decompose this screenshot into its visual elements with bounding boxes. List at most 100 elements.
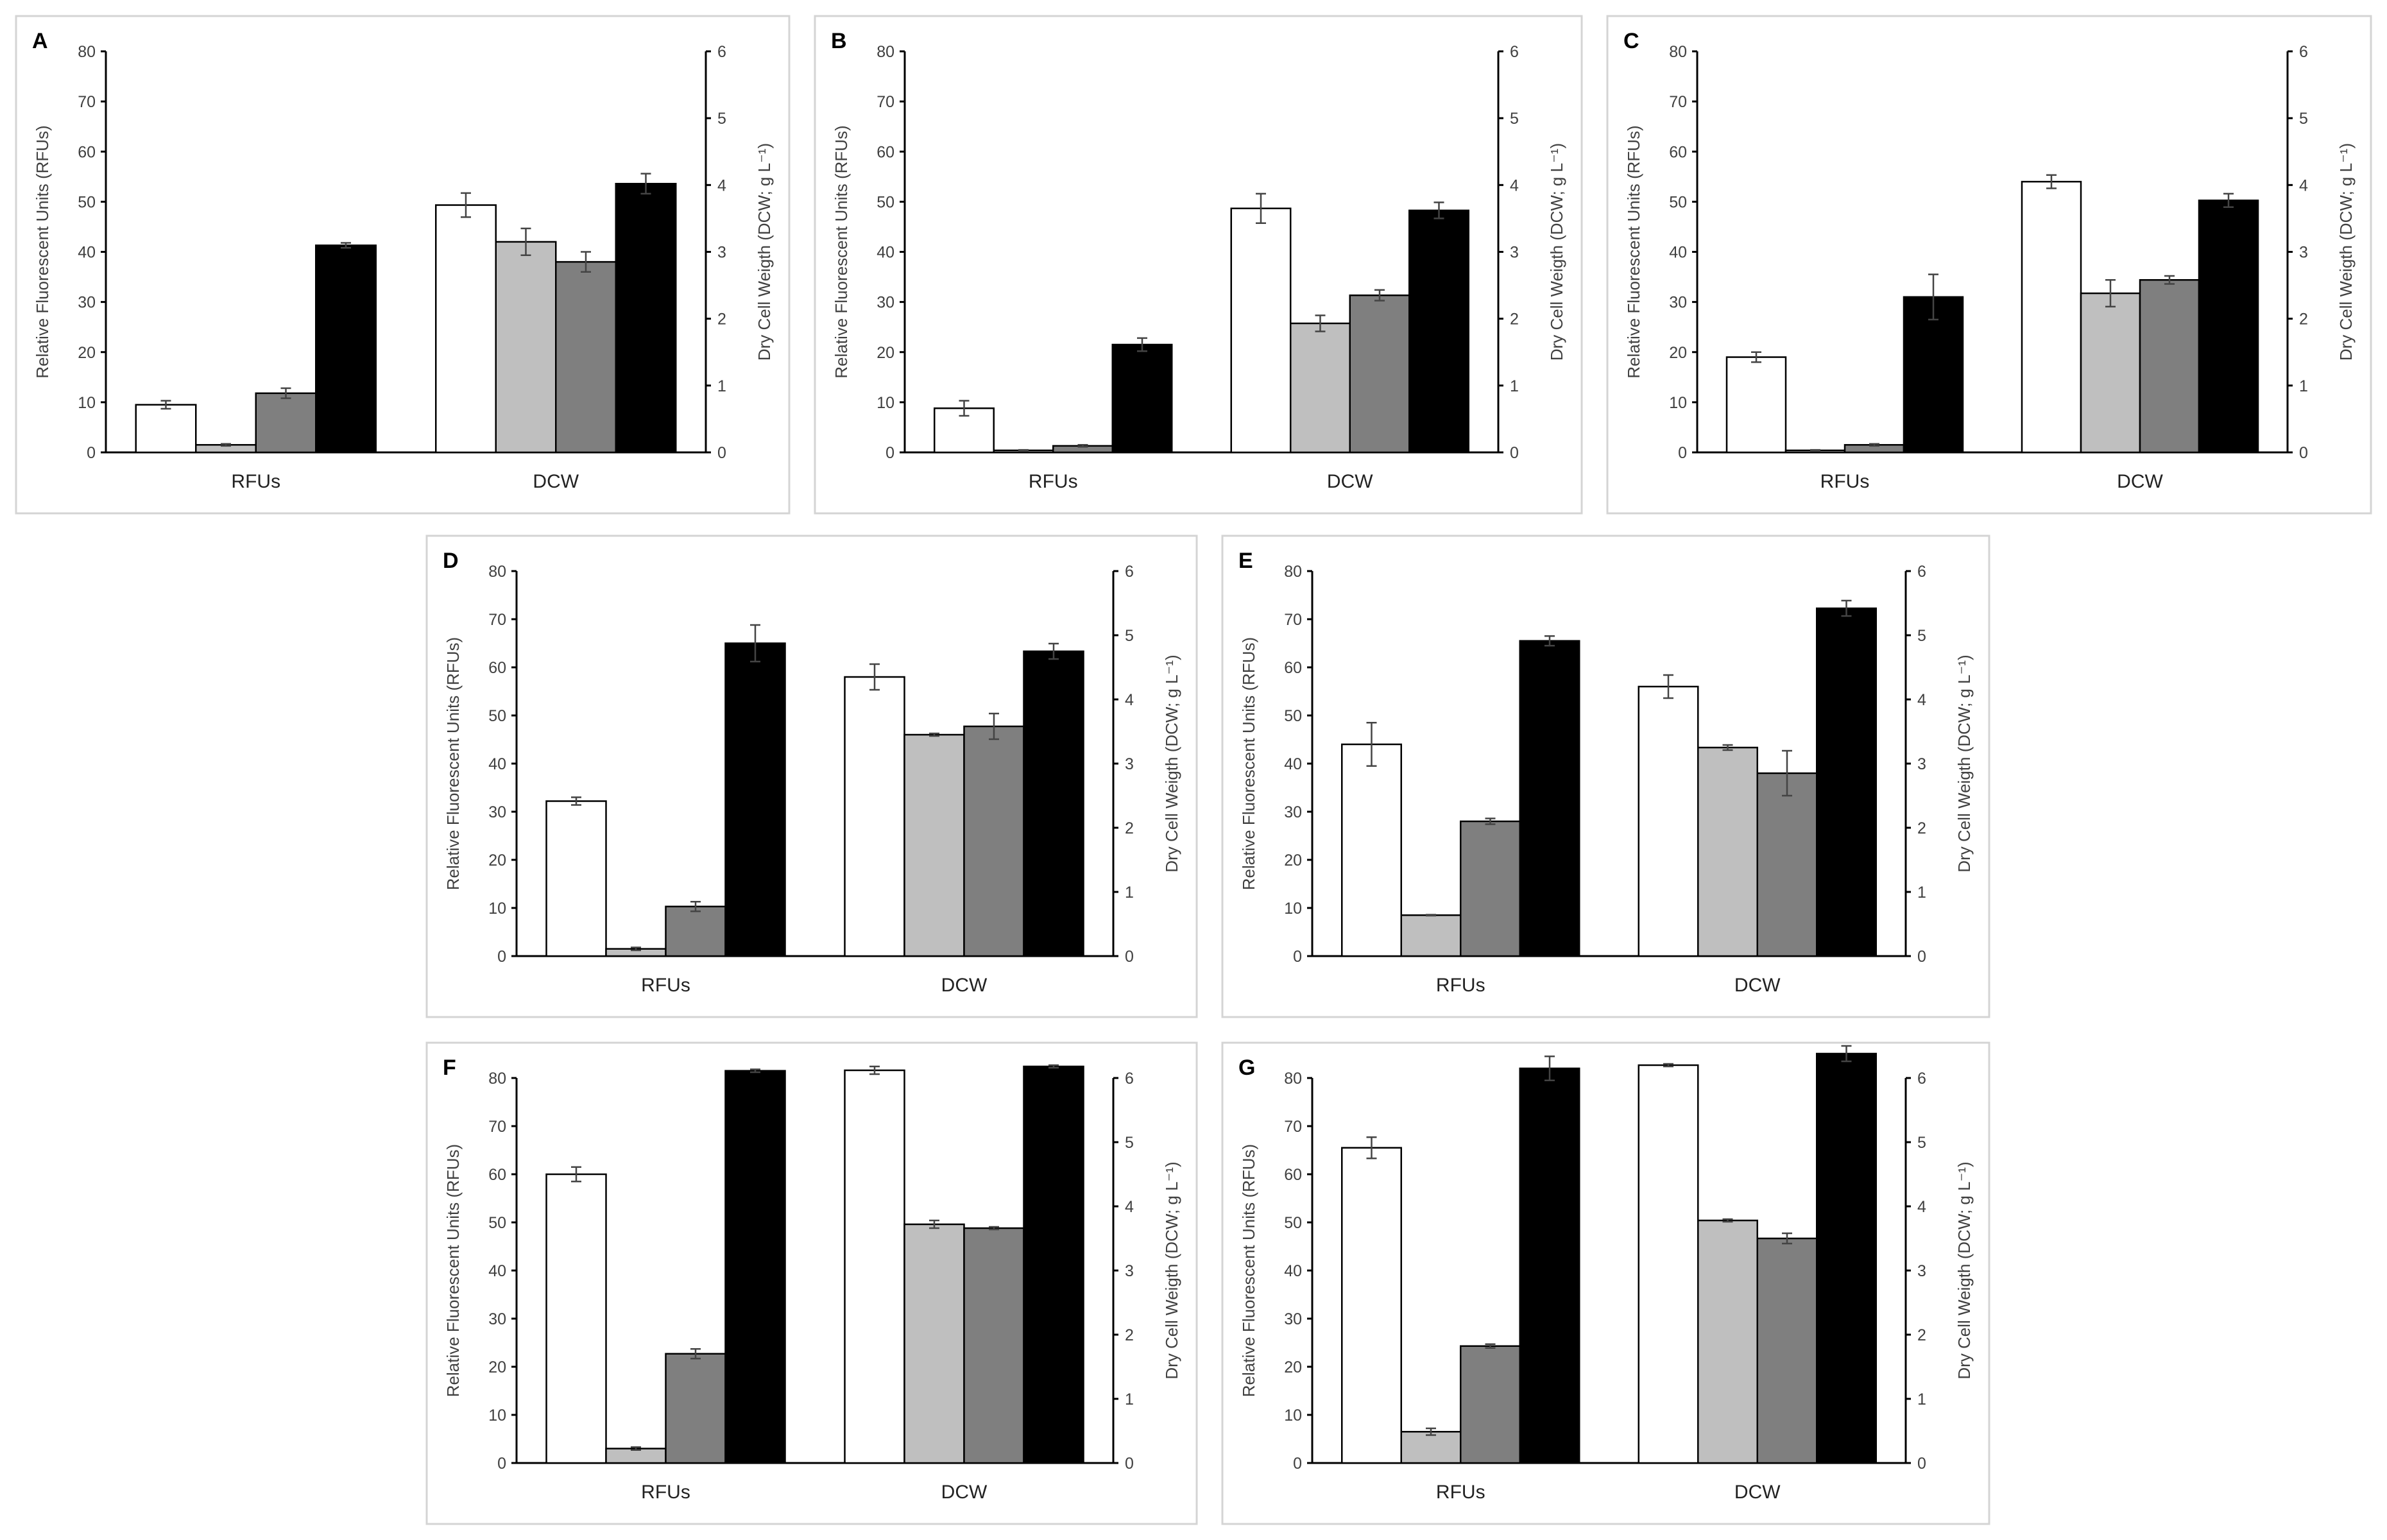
panel-a-bar-dcw-series-4 — [615, 183, 677, 454]
panel-a-category-label: DCW — [533, 471, 579, 492]
panel-a-left-tick-label: 70 — [78, 93, 96, 111]
panel-d-error-bar-rfu-series-3 — [690, 901, 701, 912]
panel-g-left-tick-label: 50 — [1284, 1214, 1302, 1232]
panel-c-right-tick-label: 5 — [2299, 110, 2308, 128]
panel-d-left-tick-label: 80 — [488, 563, 506, 581]
panel-c-left-tick-label: 0 — [1678, 444, 1687, 462]
panel-c-error-bar-rfu-series-3 — [1869, 443, 1879, 447]
panel-e-bar-rfu-series-4 — [1519, 640, 1580, 957]
panel-g-right-tick-label: 1 — [1917, 1390, 1926, 1408]
panel-f-bar-rfu-series-1 — [545, 1173, 607, 1464]
panel-f-error-bar-rfu-series-1 — [571, 1166, 581, 1183]
panel-a-bar-dcw-series-3 — [555, 261, 617, 454]
panel-c-error-bar-dcw-series-4 — [2223, 193, 2234, 208]
panel-g-error-bar-rfu-series-3 — [1485, 1343, 1496, 1349]
panel-f-right-tick-label: 3 — [1125, 1262, 1134, 1280]
panel-b-bar-dcw-series-3 — [1349, 294, 1410, 454]
panel-c-bar-rfu-series-1 — [1725, 356, 1787, 454]
panel-f-left-tick-label: 10 — [488, 1407, 506, 1425]
panel-e-error-bar-dcw-series-2 — [1722, 744, 1733, 751]
panel-c-error-bar-dcw-series-3 — [2164, 275, 2175, 285]
panel-e-left-tick-label: 40 — [1284, 755, 1302, 773]
panel-f: F 0 10 20 30 40 50 60 70 80 0 1 2 3 4 5 6 Relative Fluore… — [425, 1041, 1198, 1525]
panel-b-left-tick-label: 50 — [877, 193, 894, 211]
panel-b-error-bar-rfu-series-2 — [1018, 449, 1029, 452]
panel-e-error-bar-dcw-series-3 — [1782, 749, 1792, 797]
panel-e-right-tick-label: 5 — [1917, 627, 1926, 645]
panel-c-left-tick-label: 30 — [1669, 294, 1687, 312]
panel-f-left-tick-label: 80 — [488, 1070, 506, 1088]
panel-b-bar-dcw-series-2 — [1290, 322, 1351, 454]
panel-d-left-tick-label: 50 — [488, 707, 506, 725]
panel-f-bar-dcw-series-3 — [963, 1227, 1025, 1464]
panel-a-category-label: RFUs — [231, 471, 280, 492]
panel-d-error-bar-rfu-series-4 — [750, 624, 760, 663]
panel-d-left-tick-label: 20 — [488, 851, 506, 869]
panel-d-letter: D — [443, 549, 459, 573]
panel-a-bar-rfu-series-3 — [255, 392, 317, 454]
panel-c-error-bar-rfu-series-2 — [1810, 449, 1820, 452]
panel-f-left-tick-label: 60 — [488, 1166, 506, 1184]
panel-g-right-axis-title: Dry Cell Weigth (DCW; g L⁻¹) — [1955, 1161, 1974, 1379]
panel-b-error-bar-rfu-series-3 — [1077, 444, 1088, 448]
panel-c-left-tick-label: 10 — [1669, 394, 1687, 412]
panel-e-error-bar-rfu-series-4 — [1544, 635, 1555, 647]
panel-g-bar-rfu-series-1 — [1341, 1147, 1402, 1464]
panel-g-error-bar-rfu-series-1 — [1366, 1136, 1377, 1159]
panel-e: E 0 10 20 30 40 50 60 70 80 0 1 2 3 4 5 6 Relative Fluore… — [1221, 535, 1990, 1018]
panel-b-left-tick-label: 70 — [877, 93, 894, 111]
panel-g-bar-dcw-series-4 — [1816, 1052, 1877, 1464]
panel-e-left-tick-label: 80 — [1284, 563, 1302, 581]
panel-d-left-tick-label: 60 — [488, 659, 506, 677]
panel-b-left-tick-label: 80 — [877, 43, 894, 61]
panel-g-left-tick-label: 30 — [1284, 1310, 1302, 1328]
panel-g-bar-rfu-series-3 — [1460, 1345, 1521, 1464]
panel-f-letter: F — [443, 1056, 456, 1080]
panel-e-category-label: DCW — [1734, 975, 1781, 996]
panel-e-error-bar-rfu-series-2 — [1426, 914, 1436, 917]
panel-a-error-bar-rfu-series-3 — [280, 387, 291, 399]
panel-g-error-bar-dcw-series-3 — [1782, 1232, 1792, 1245]
panel-f-bar-rfu-series-3 — [665, 1353, 726, 1464]
panel-g-left-tick-label: 40 — [1284, 1262, 1302, 1280]
panel-d-error-bar-dcw-series-3 — [989, 712, 999, 740]
panel-e-left-tick-label: 60 — [1284, 659, 1302, 677]
panel-d-error-bar-rfu-series-1 — [571, 796, 581, 806]
panel-a-bar-dcw-series-2 — [495, 241, 557, 454]
panel-d-category-label: RFUs — [641, 975, 690, 996]
panel-g-error-bar-dcw-series-4 — [1841, 1045, 1852, 1063]
panel-f-bar-dcw-series-1 — [844, 1069, 905, 1464]
panel-a-left-tick-label: 40 — [78, 244, 96, 262]
panel-b-error-bar-rfu-series-4 — [1137, 337, 1147, 352]
panel-g-left-tick-label: 80 — [1284, 1070, 1302, 1088]
panel-c-bar-dcw-series-1 — [2021, 180, 2082, 454]
panel-e-right-tick-label: 1 — [1917, 884, 1926, 902]
panel-f-left-tick-label: 70 — [488, 1118, 506, 1136]
panel-a-error-bar-rfu-series-1 — [160, 400, 171, 410]
panel-c-right-tick-label: 6 — [2299, 43, 2308, 61]
panel-c-error-bar-dcw-series-1 — [2046, 174, 2057, 189]
panel-g-bar-rfu-series-2 — [1400, 1431, 1462, 1464]
panel-d-bar-dcw-series-3 — [963, 725, 1025, 957]
panel-b-bar-dcw-series-4 — [1408, 209, 1469, 454]
panel-f-left-axis-title: Relative Fluorescent Units (RFUs) — [443, 1144, 463, 1397]
panel-a-error-bar-dcw-series-2 — [520, 227, 531, 256]
panel-a-left-tick-label: 0 — [87, 444, 96, 462]
panel-e-bar-dcw-series-4 — [1816, 607, 1877, 957]
panel-d-left-tick-label: 40 — [488, 755, 506, 773]
panel-c-error-bar-rfu-series-4 — [1928, 273, 1938, 321]
panel-b: B 0 10 20 30 40 50 60 70 80 0 1 2 3 4 5 6 Relative Fluore… — [814, 15, 1583, 515]
panel-e-bar-dcw-series-3 — [1756, 772, 1818, 957]
panel-a-error-bar-rfu-series-4 — [341, 242, 351, 249]
panel-b-left-tick-label: 40 — [877, 244, 894, 262]
panel-c-left-tick-label: 70 — [1669, 93, 1687, 111]
panel-g-right-tick-label: 4 — [1917, 1198, 1926, 1216]
panel-e-error-bar-rfu-series-3 — [1485, 817, 1496, 825]
panel-b-right-tick-label: 3 — [1510, 244, 1519, 262]
panel-c-left-tick-label: 60 — [1669, 143, 1687, 161]
panel-b-left-tick-label: 20 — [877, 344, 894, 362]
panel-b-left-tick-label: 0 — [886, 444, 894, 462]
panel-d: D 0 10 20 30 40 50 60 70 80 0 1 2 3 4 5 6 Relative Fluore… — [425, 535, 1198, 1018]
panel-d-bar-rfu-series-4 — [724, 642, 786, 957]
panel-b-right-tick-label: 1 — [1510, 377, 1519, 395]
